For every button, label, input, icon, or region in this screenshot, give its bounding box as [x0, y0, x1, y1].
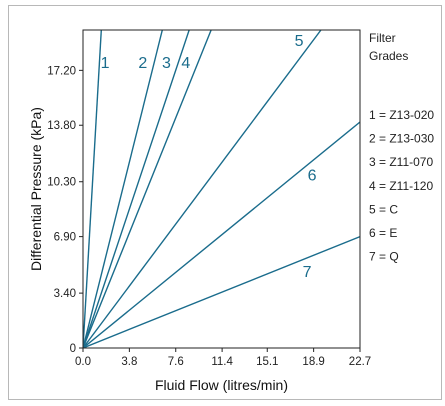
- series-line-6: [83, 121, 360, 348]
- series-line-2: [83, 30, 163, 348]
- x-tick-label: 22.7: [349, 356, 371, 368]
- y-tick-label: 3.40: [54, 288, 76, 300]
- legend-entry: 7 = Q: [369, 250, 399, 264]
- plot-lines: [83, 30, 360, 348]
- series-label-6: 6: [308, 168, 317, 185]
- series-labels: 1 2 3 4 5 6 7: [101, 33, 317, 281]
- x-tick-label: 15.1: [256, 356, 278, 368]
- legend: Filter Grades 1 = Z13-020 2 = Z13-030 3 = Z1…: [369, 31, 434, 264]
- series-line-7: [83, 235, 360, 348]
- legend-title: Grades: [369, 49, 408, 63]
- y-tick-label: 0: [70, 343, 76, 355]
- x-tick-label: 18.9: [302, 356, 324, 368]
- series-label-5: 5: [295, 33, 304, 50]
- x-tick-label: 11.4: [211, 356, 233, 368]
- series-label-3: 3: [162, 55, 171, 72]
- series-line-4: [83, 30, 212, 348]
- plot-area-border: [82, 29, 361, 349]
- x-tick-label: 3.8: [121, 356, 137, 368]
- legend-title: Filter: [369, 31, 396, 45]
- legend-entry: 5 = C: [369, 202, 398, 216]
- legend-entry: 3 = Z11-070: [369, 155, 433, 169]
- x-axis-title: Fluid Flow (litres/min): [155, 377, 288, 393]
- legend-entry: 2 = Z13-030: [369, 132, 434, 146]
- x-tick-label: 7.6: [168, 356, 184, 368]
- y-axis-ticks: 0 3.40 6.90 10.30 13.80 17.20: [47, 65, 83, 355]
- series-label-7: 7: [303, 264, 312, 281]
- y-tick-label: 10.30: [47, 177, 76, 189]
- legend-entry: 1 = Z13-020: [369, 108, 434, 122]
- y-tick-label: 13.80: [47, 120, 76, 132]
- legend-entry: 4 = Z11-120: [369, 179, 433, 193]
- y-tick-label: 6.90: [54, 232, 76, 244]
- chart-svg: 1 2 3 4 5 6 7 0.0 3.8 7.6 11.4 15.1 18.9 22.7 0 3.40 6…: [28, 29, 434, 393]
- x-tick-label: 0.0: [75, 356, 91, 368]
- series-label-1: 1: [101, 55, 110, 72]
- series-label-2: 2: [138, 55, 147, 72]
- x-axis-ticks: 0.0 3.8 7.6 11.4 15.1 18.9 22.7: [75, 348, 371, 368]
- legend-entry: 6 = E: [369, 226, 397, 240]
- series-line-3: [83, 30, 190, 348]
- series-line-5: [83, 30, 322, 348]
- series-label-4: 4: [181, 55, 190, 72]
- y-tick-label: 17.20: [47, 65, 76, 77]
- series-line-1: [83, 30, 102, 348]
- y-axis-title: Differential Pressure (kPa): [28, 107, 44, 271]
